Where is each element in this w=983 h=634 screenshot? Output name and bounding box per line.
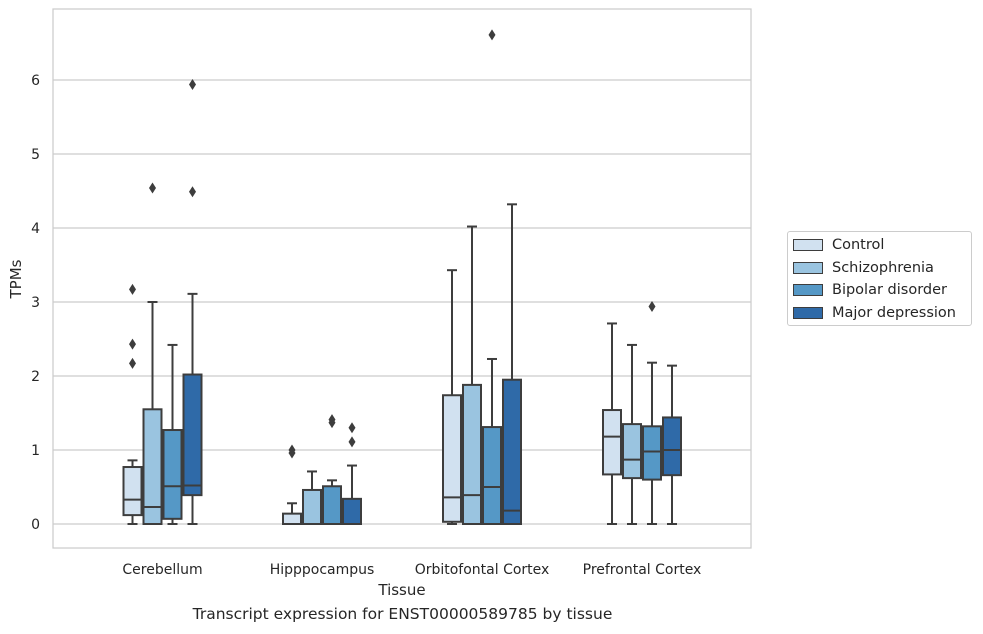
box-iqr — [622, 423, 642, 480]
box-iqr — [462, 383, 482, 525]
legend-label-control: Control — [832, 237, 885, 253]
box-group — [662, 364, 682, 525]
legend-item-schizophrenia: Schizophrenia — [793, 258, 934, 278]
legend-item-major-depression: Major depression — [793, 303, 956, 323]
legend-label-major-depression: Major depression — [832, 305, 956, 321]
box-iqr — [662, 416, 682, 477]
box-iqr — [182, 373, 203, 497]
outlier-marker — [328, 414, 336, 426]
box-group — [602, 322, 622, 525]
legend-swatch-control — [793, 239, 823, 251]
y-tick-label: 4 — [31, 221, 40, 237]
x-tick-label: Orbitofontal Cortex — [415, 562, 550, 578]
x-axis-label: Tissue — [377, 581, 425, 599]
box-group — [442, 269, 462, 525]
box-iqr — [602, 409, 622, 476]
x-tick-label: Prefrontal Cortex — [583, 562, 702, 578]
outlier-marker — [648, 300, 656, 312]
outlier-marker — [189, 186, 196, 198]
boxes — [122, 29, 682, 526]
outlier-marker — [348, 436, 356, 448]
box-group — [302, 470, 322, 525]
box-iqr — [142, 408, 163, 525]
box-group — [322, 414, 342, 526]
box-iqr — [342, 497, 362, 525]
box-iqr — [642, 425, 662, 481]
box-group — [622, 343, 642, 525]
y-tick-label: 0 — [31, 517, 40, 533]
outlier-marker — [129, 357, 136, 369]
outlier-marker — [129, 283, 136, 295]
box-group — [642, 300, 662, 525]
box-group — [462, 225, 482, 525]
y-axis-label: TPMs — [7, 259, 25, 299]
chart-caption: Transcript expression for ENST0000058978… — [192, 605, 613, 623]
legend-swatch-bipolar-disorder — [793, 284, 823, 296]
box-iqr — [322, 485, 342, 526]
outlier-marker — [149, 182, 156, 194]
legend-item-control: Control — [793, 235, 884, 255]
box-iqr — [282, 512, 302, 526]
outlier-marker — [288, 444, 296, 456]
box-iqr — [122, 466, 143, 517]
plot-frame — [52, 8, 752, 549]
box-iqr — [482, 426, 502, 525]
x-tick-label: Hipppocampus — [270, 562, 375, 578]
box-group — [182, 78, 203, 525]
y-tick-labels: 0 1 2 3 4 5 6 — [31, 73, 40, 533]
box-group — [342, 422, 362, 525]
box-group — [282, 444, 302, 526]
box-iqr — [442, 394, 462, 523]
box-group — [122, 283, 143, 525]
y-tick-label: 3 — [31, 295, 40, 311]
outlier-marker — [488, 29, 496, 41]
legend: Control Schizophrenia Bipolar disorder M… — [787, 231, 972, 326]
y-tick-label: 5 — [31, 147, 40, 163]
box-iqr — [502, 378, 522, 526]
legend-label-schizophrenia: Schizophrenia — [832, 260, 934, 276]
outlier-marker — [189, 78, 196, 90]
legend-swatch-major-depression — [793, 307, 823, 319]
box-group — [162, 343, 183, 525]
box-group — [142, 182, 163, 525]
box-iqr — [162, 429, 183, 520]
y-tick-label: 6 — [31, 73, 40, 89]
x-tick-label: Cerebellum — [122, 562, 202, 578]
outlier-marker — [129, 338, 136, 350]
legend-swatch-schizophrenia — [793, 262, 823, 274]
outlier-marker — [348, 422, 356, 434]
box-iqr — [302, 488, 322, 525]
box-group — [482, 29, 502, 525]
x-tick-labels: Cerebellum Hipppocampus Orbitofontal Corte… — [122, 562, 701, 578]
legend-item-bipolar-disorder: Bipolar disorder — [793, 280, 947, 300]
box-group — [502, 203, 522, 526]
y-tick-label: 2 — [31, 369, 40, 385]
legend-label-bipolar-disorder: Bipolar disorder — [832, 282, 947, 298]
y-tick-label: 1 — [31, 443, 40, 459]
